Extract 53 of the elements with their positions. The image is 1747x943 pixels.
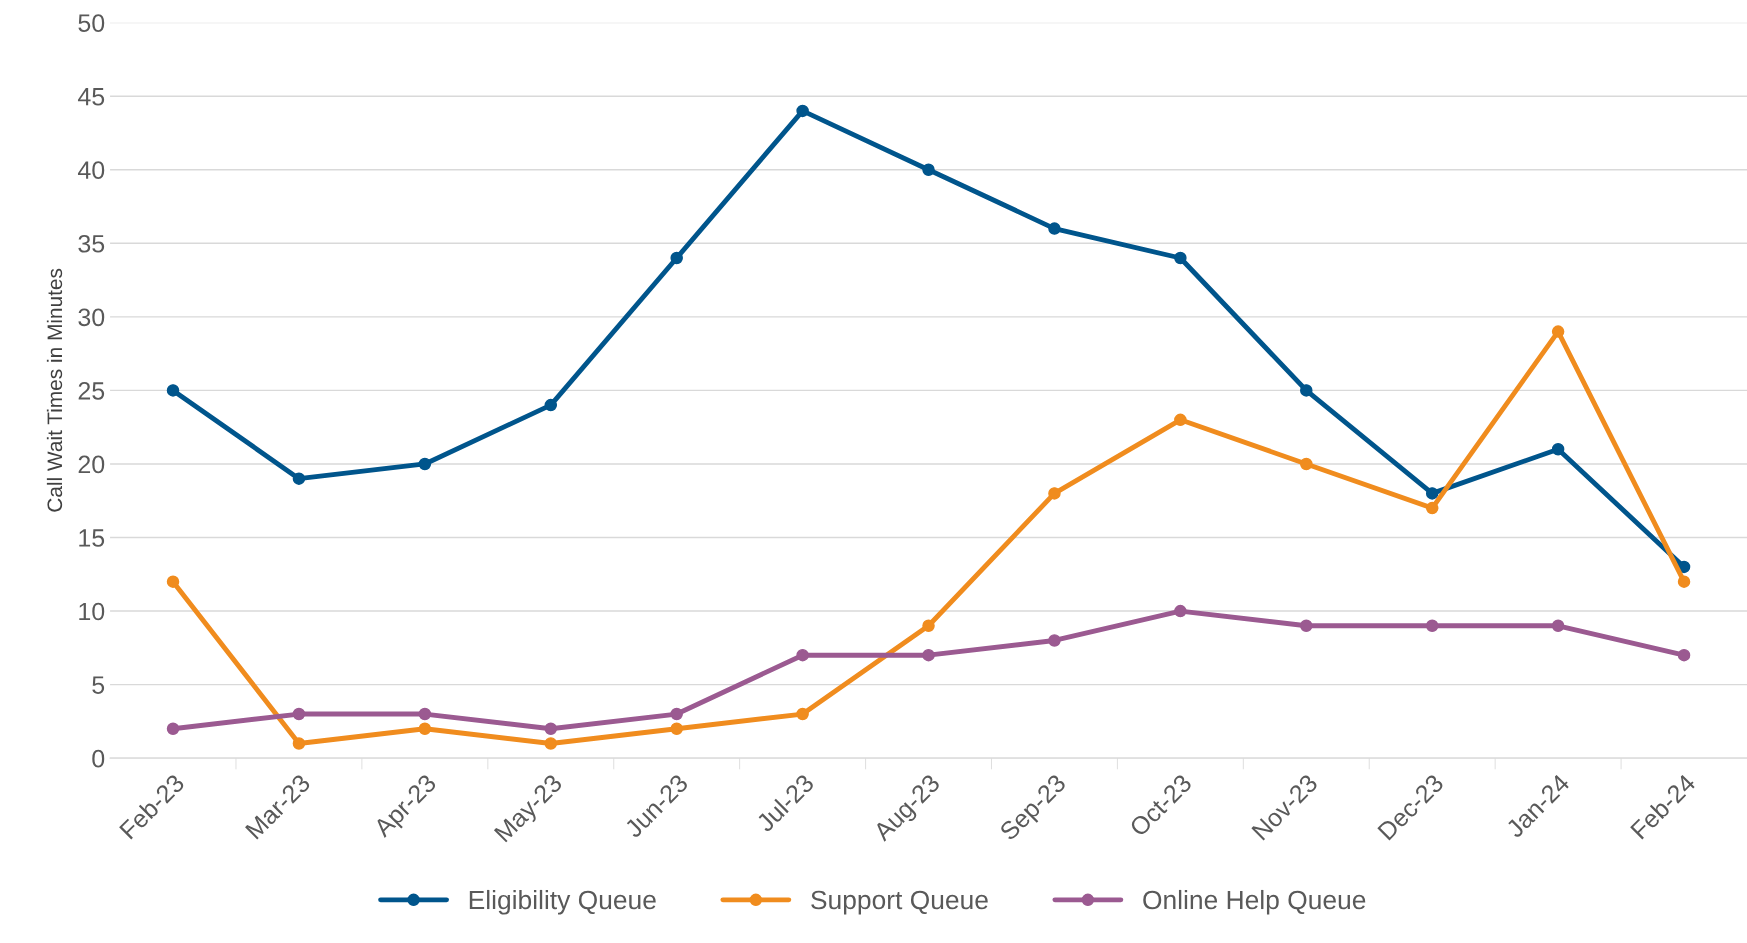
y-axis-title: Call Wait Times in Minutes <box>46 268 63 512</box>
point <box>796 648 809 662</box>
point <box>1300 619 1313 633</box>
point <box>1551 325 1565 338</box>
y-tick-label: 5 <box>92 676 105 694</box>
legend-label: Eligibility Queue <box>469 889 656 915</box>
point <box>166 575 180 588</box>
y-tick-label: 15 <box>79 529 105 547</box>
point <box>1300 457 1313 471</box>
point <box>292 737 306 750</box>
y-tick-label: 25 <box>78 382 105 400</box>
point <box>1551 442 1565 456</box>
point <box>418 722 432 736</box>
point <box>292 472 306 485</box>
point <box>166 384 180 397</box>
point <box>796 104 809 118</box>
y-tick-label: 40 <box>77 161 105 180</box>
point <box>418 457 432 471</box>
point <box>670 251 683 265</box>
point <box>796 707 809 721</box>
point <box>1551 619 1565 633</box>
point <box>922 163 935 176</box>
y-tick-label: 20 <box>78 455 105 474</box>
y-tick-label: 50 <box>78 14 105 32</box>
point <box>1425 487 1439 500</box>
point <box>166 722 180 736</box>
y-tick-label: 0 <box>92 749 105 768</box>
point <box>922 619 935 633</box>
point <box>544 722 558 736</box>
point <box>1174 413 1187 427</box>
point <box>1048 222 1061 235</box>
point <box>418 707 432 721</box>
point <box>1048 634 1061 647</box>
point <box>670 707 683 721</box>
legend-label: Online Help Queue <box>1143 889 1366 915</box>
point <box>1174 604 1187 618</box>
point <box>1677 648 1691 662</box>
point <box>1048 487 1061 500</box>
point <box>1677 575 1691 588</box>
point <box>670 722 683 736</box>
point <box>1300 384 1313 397</box>
y-tick-label: 10 <box>79 602 105 621</box>
point <box>292 707 306 721</box>
y-tick-label: 35 <box>78 234 105 253</box>
legend-label: Support Queue <box>811 890 988 915</box>
y-tick-label: 30 <box>78 308 105 327</box>
point <box>1425 619 1439 633</box>
point <box>1174 251 1187 265</box>
y-tick-label: 45 <box>77 88 105 106</box>
point <box>544 398 558 412</box>
point <box>922 648 935 662</box>
point <box>1425 501 1439 515</box>
point <box>544 737 558 750</box>
